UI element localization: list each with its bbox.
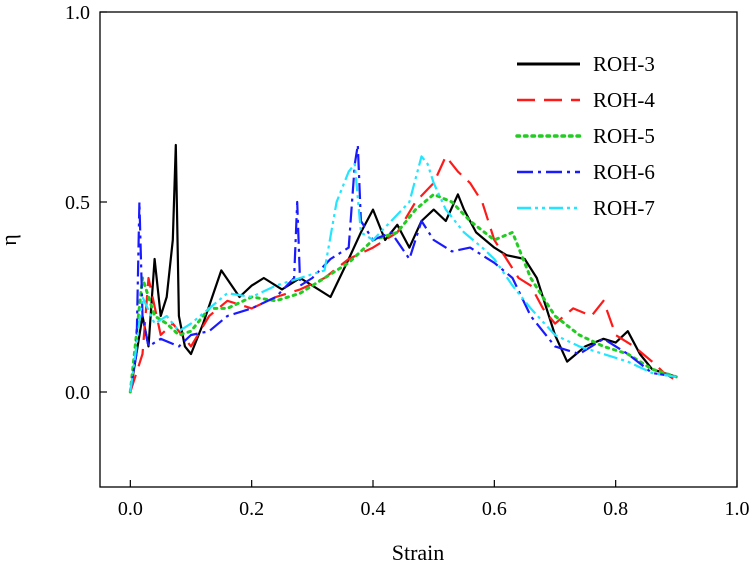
- y-tick-label: 1.0: [65, 2, 90, 24]
- legend-label-roh-4: ROH-4: [593, 88, 655, 112]
- series-layer: [128, 143, 678, 394]
- series-line-roh-3: [129, 143, 677, 393]
- series-line-roh-5: [128, 192, 678, 394]
- x-tick-label: 1.0: [725, 498, 750, 520]
- x-tick-label: 0.6: [482, 498, 507, 520]
- y-tick-label: 0.0: [65, 382, 90, 404]
- tick-layer: 0.0 0.2 0.4 0.6 0.8 1.0 0.0 0.5 1.0: [65, 2, 750, 520]
- x-tick-label: 0.8: [603, 498, 628, 520]
- x-tick-label: 0.4: [361, 498, 386, 520]
- x-tick-label: 0.2: [239, 498, 264, 520]
- x-axis-label: Strain: [392, 540, 445, 565]
- legend-label-roh-7: ROH-7: [593, 196, 655, 220]
- series-line-roh-7: [129, 155, 677, 393]
- series-line-roh-4: [129, 155, 677, 393]
- x-tick-label: 0.0: [118, 498, 143, 520]
- legend: ROH-3 ROH-4 ROH-5 ROH-6 ROH-7: [515, 52, 655, 220]
- legend-label-roh-3: ROH-3: [593, 52, 655, 76]
- plot-frame: [99, 11, 738, 488]
- y-tick-label: 0.5: [65, 192, 90, 214]
- legend-label-roh-5: ROH-5: [593, 124, 655, 148]
- y-axis-label: η: [0, 234, 21, 246]
- legend-label-roh-6: ROH-6: [593, 160, 655, 184]
